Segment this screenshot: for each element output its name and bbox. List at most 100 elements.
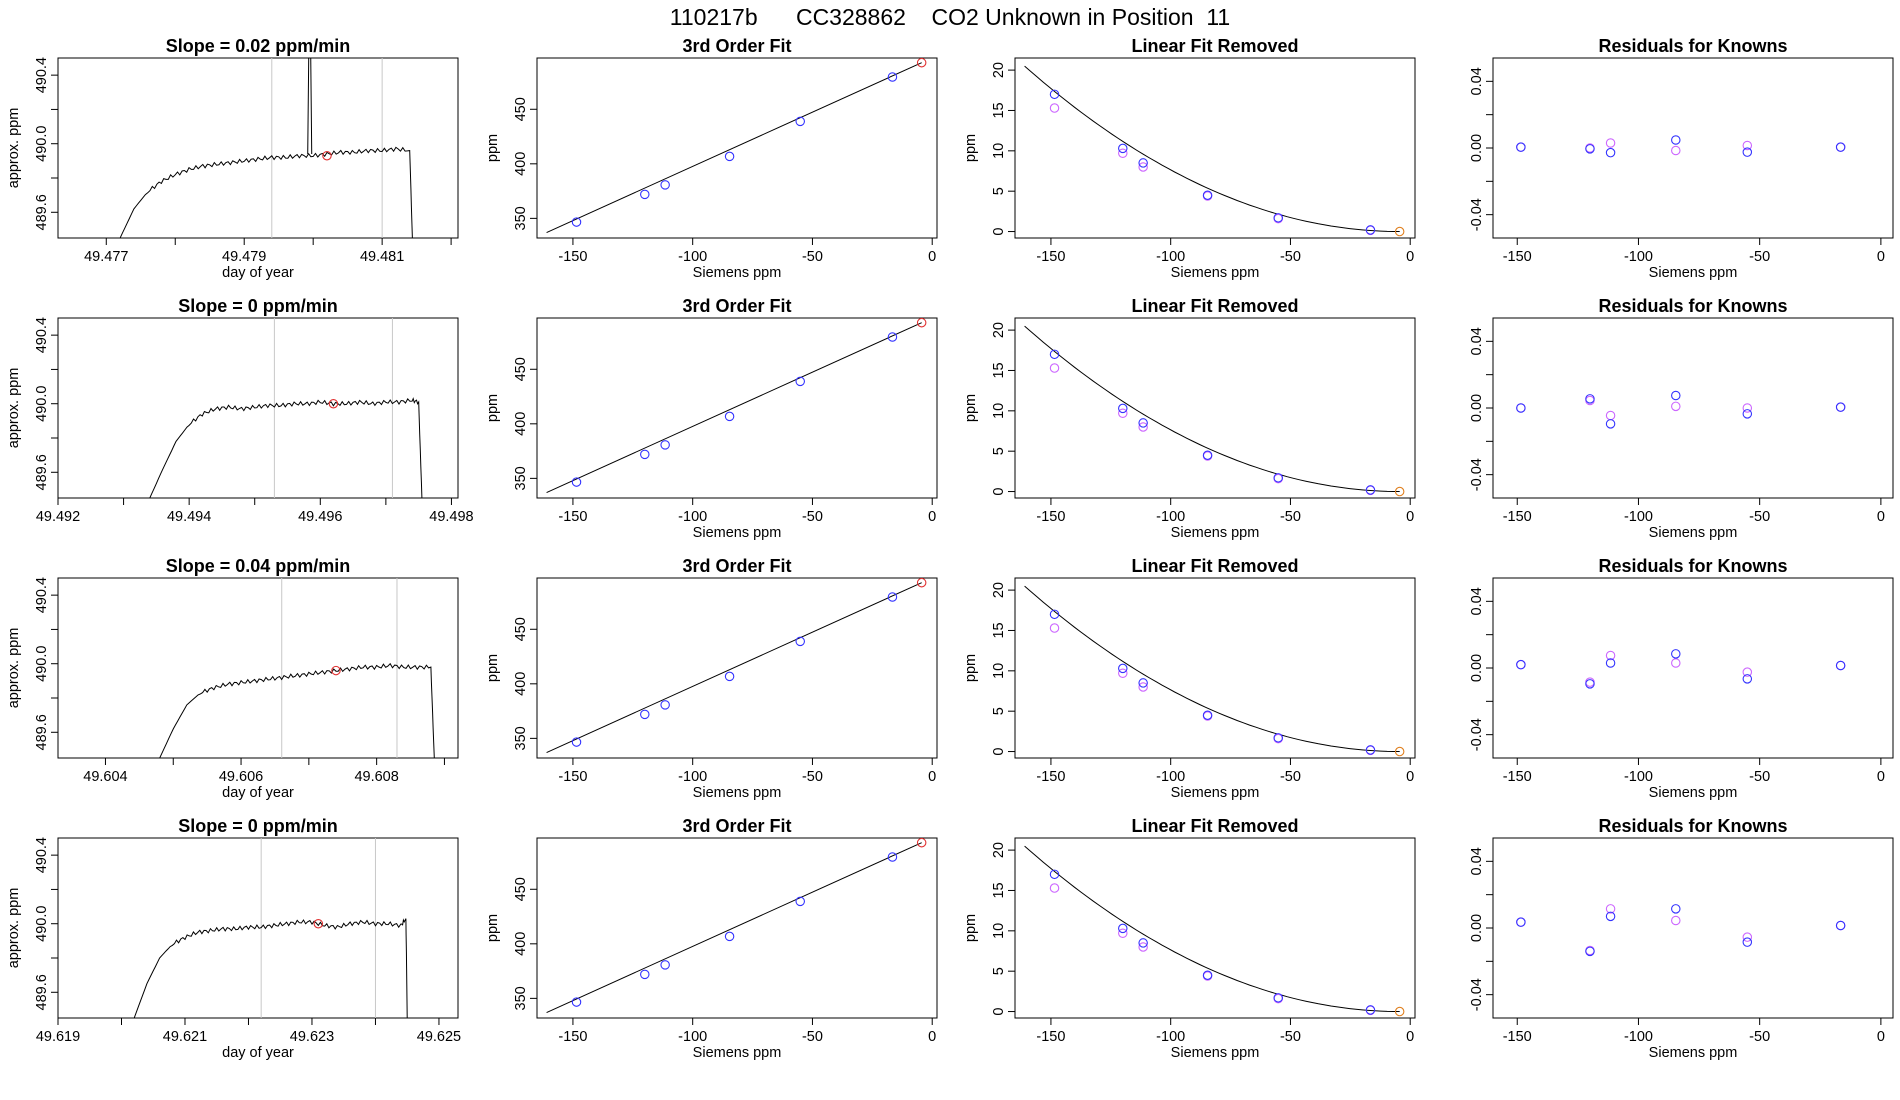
x-tick-label: 0 xyxy=(928,1029,936,1045)
known-point xyxy=(1138,158,1148,168)
plot-area xyxy=(149,318,423,498)
plot-area xyxy=(1024,65,1405,237)
plot-area xyxy=(546,838,927,1014)
plot-frame xyxy=(1492,577,1894,759)
x-tick-label: -150 xyxy=(1503,509,1532,525)
y-tick-label: 490.0 xyxy=(34,906,50,942)
known-point xyxy=(795,376,805,387)
known-point xyxy=(887,852,898,862)
x-axis-label: Siemens ppm xyxy=(1649,1045,1738,1061)
x-tick-label: -100 xyxy=(1624,249,1653,265)
x-tick-label: 49.479 xyxy=(222,249,266,265)
alt-point xyxy=(1138,682,1148,692)
known-point xyxy=(1138,938,1148,948)
known-point xyxy=(571,997,582,1007)
y-tick-label: 5 xyxy=(991,187,1007,195)
alt-point xyxy=(1118,408,1128,418)
panel-title: 3rd Order Fit xyxy=(682,296,791,316)
y-tick-label: 489.6 xyxy=(34,454,50,490)
known-point xyxy=(1516,917,1526,927)
concentration-trace xyxy=(159,662,435,758)
known-point xyxy=(1516,659,1526,670)
unknown-point xyxy=(328,398,339,409)
known-point xyxy=(1138,418,1148,428)
page-title: 110217b CC328862 CO2 Unknown in Position… xyxy=(669,4,1231,30)
plot-area xyxy=(1024,325,1405,497)
panel-0-0: Slope = 0.02 ppm/min 49.477 49.479 49.481 48… xyxy=(6,36,459,281)
y-tick-label: -0.04 xyxy=(1469,198,1485,231)
y-tick-label: 0.00 xyxy=(1469,134,1485,162)
y-tick-label: 350 xyxy=(513,206,529,230)
known-point xyxy=(1671,390,1681,401)
y-tick-label: 490.0 xyxy=(34,646,50,682)
panel-0-2: Linear Fit Removed -150 -100 -50 0 0 5 10 15 20 Si… xyxy=(963,36,1416,281)
alt-point xyxy=(1118,928,1128,938)
x-tick-label: 0 xyxy=(1877,769,1885,785)
origin-point xyxy=(1394,226,1405,237)
known-point xyxy=(1202,190,1213,200)
x-tick-label: -100 xyxy=(1156,769,1185,785)
panel-0-1: 3rd Order Fit -150 -100 -50 0 350 400 450 Siemen… xyxy=(485,36,938,281)
panel-2-3: Residuals for Knowns -150 -100 -50 0 -0.04 0.0… xyxy=(1469,556,1894,801)
panel-2-0: Slope = 0.04 ppm/min 49.604 49.606 49.608 48… xyxy=(6,556,459,801)
fit-line xyxy=(546,62,922,234)
x-tick-label: -150 xyxy=(558,249,587,265)
known-point xyxy=(1742,409,1753,419)
y-tick-label: 350 xyxy=(513,726,529,750)
x-tick-label: 0 xyxy=(1406,1029,1414,1045)
x-tick-label: -150 xyxy=(1036,769,1065,785)
y-axis-label: ppm xyxy=(963,134,979,162)
y-tick-label: 450 xyxy=(513,97,529,121)
fit-curve xyxy=(1024,585,1400,752)
y-tick-label: 10 xyxy=(991,403,1007,419)
y-tick-label: 20 xyxy=(991,842,1007,858)
x-tick-label: -50 xyxy=(1749,249,1770,265)
panel-1-1: 3rd Order Fit -150 -100 -50 0 350 400 450 Siemen… xyxy=(485,296,938,541)
y-tick-label: -0.04 xyxy=(1469,458,1485,491)
known-point xyxy=(1605,419,1616,429)
x-axis-label: Siemens ppm xyxy=(1649,265,1738,281)
panel-title: Slope = 0.04 ppm/min xyxy=(166,556,351,576)
known-point xyxy=(571,737,582,747)
y-tick-label: 490.4 xyxy=(34,317,50,353)
known-point xyxy=(1835,402,1846,412)
plot-frame xyxy=(1492,317,1894,499)
fit-curve xyxy=(1024,325,1400,492)
x-tick-label: -50 xyxy=(1280,249,1301,265)
panel-3-3: Residuals for Knowns -150 -100 -50 0 -0.04 0.0… xyxy=(1469,816,1894,1061)
y-tick-label: 15 xyxy=(991,362,1007,378)
x-tick-label: 49.477 xyxy=(84,249,128,265)
y-tick-label: 5 xyxy=(991,447,1007,455)
x-tick-label: -50 xyxy=(802,769,823,785)
y-axis-label: ppm xyxy=(485,654,501,682)
x-tick-label: -100 xyxy=(1156,1029,1185,1045)
alt-point xyxy=(1671,401,1681,412)
known-point xyxy=(1049,869,1060,880)
known-point xyxy=(571,217,582,227)
alt-point xyxy=(1605,410,1616,421)
y-tick-label: 20 xyxy=(991,582,1007,598)
x-tick-label: 49.494 xyxy=(167,509,211,525)
alt-point xyxy=(1605,650,1616,661)
y-axis-label: approx. ppm xyxy=(6,108,22,189)
x-tick-label: -100 xyxy=(678,769,707,785)
y-tick-label: 490.4 xyxy=(34,837,50,873)
known-point xyxy=(1202,450,1213,460)
x-axis-label: Siemens ppm xyxy=(693,265,782,281)
known-point xyxy=(640,969,650,980)
origin-point xyxy=(1394,746,1405,757)
y-tick-label: 10 xyxy=(991,923,1007,939)
x-axis-label: Siemens ppm xyxy=(1649,785,1738,801)
x-tick-label: -150 xyxy=(1503,769,1532,785)
known-point xyxy=(1605,147,1616,158)
panel-2-2: Linear Fit Removed -150 -100 -50 0 0 5 10 15 20 Si… xyxy=(963,556,1416,801)
known-point xyxy=(571,477,582,487)
alt-point xyxy=(1138,422,1148,432)
y-tick-label: 15 xyxy=(991,622,1007,638)
plot-frame xyxy=(536,57,938,239)
known-point xyxy=(1273,473,1283,483)
alt-point xyxy=(1742,140,1753,151)
y-axis-label: ppm xyxy=(485,394,501,422)
plot-area xyxy=(1516,649,1846,689)
fit-curve xyxy=(1024,65,1400,232)
